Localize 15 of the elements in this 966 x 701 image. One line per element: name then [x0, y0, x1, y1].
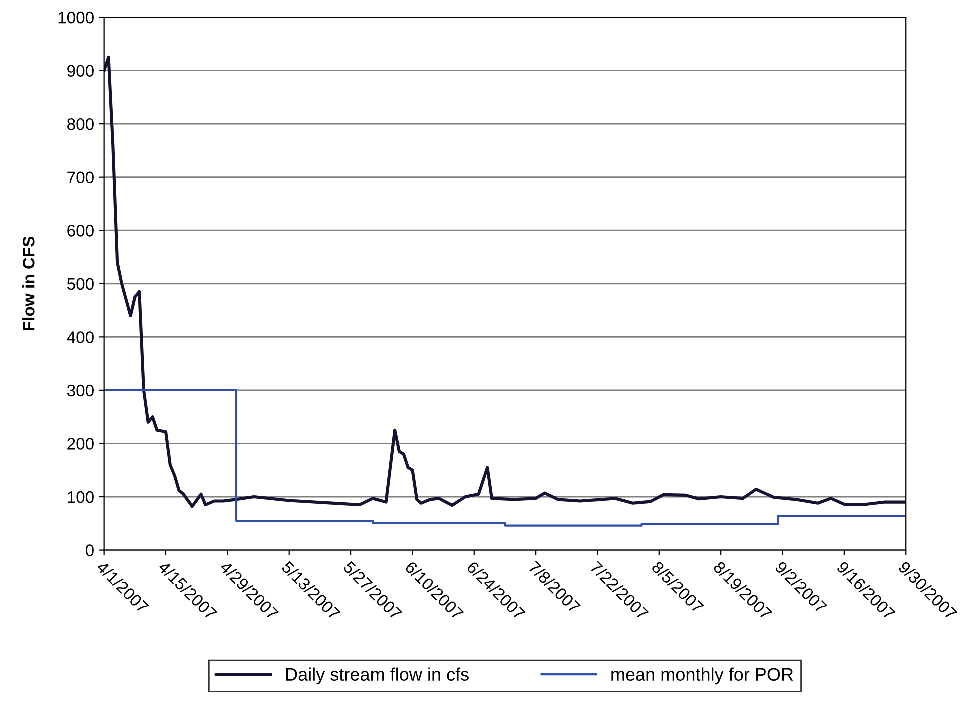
line-series	[104, 56, 906, 508]
y-tick-label: 400	[67, 332, 94, 344]
y-tick-label: 500	[67, 278, 94, 290]
legend-label: Daily stream flow in cfs	[286, 668, 469, 685]
y-axis-title: Flow in CFS	[22, 236, 35, 330]
y-tick-label: 100	[68, 491, 94, 504]
y-tick-label: 300	[67, 384, 94, 397]
y-tick-label: 800	[68, 118, 94, 130]
y-tick-label: 900	[68, 65, 94, 78]
y-tick-label: 600	[68, 225, 94, 237]
y-tick-label: 200	[68, 438, 94, 450]
legend-label: mean monthly for POR	[612, 668, 794, 685]
y-tick-label: 700	[68, 172, 94, 184]
y-tick-label: 1000	[58, 12, 94, 24]
y-tick-label: 0	[86, 544, 94, 556]
